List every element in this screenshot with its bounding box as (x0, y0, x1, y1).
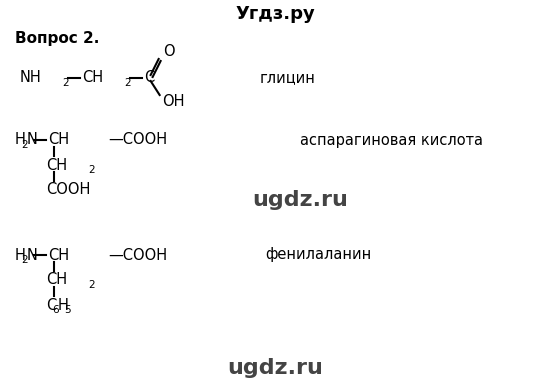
Text: глицин: глицин (260, 71, 316, 85)
Text: O: O (163, 45, 174, 59)
Text: Вопрос 2.: Вопрос 2. (15, 31, 100, 45)
Text: ugdz.ru: ugdz.ru (252, 190, 348, 210)
Text: аспарагиновая кислота: аспарагиновая кислота (300, 132, 483, 147)
Text: 2: 2 (124, 78, 131, 88)
Text: CH: CH (82, 71, 103, 85)
Text: ugdz.ru: ugdz.ru (227, 358, 323, 378)
Text: CH: CH (46, 158, 67, 173)
Text: N: N (26, 132, 37, 147)
Text: NH: NH (20, 71, 42, 85)
Text: 6: 6 (52, 305, 59, 315)
Text: 2: 2 (88, 280, 95, 290)
Text: 2: 2 (62, 78, 69, 88)
Text: —COOH: —COOH (108, 132, 167, 147)
Text: CH: CH (46, 272, 67, 288)
Text: 2: 2 (88, 165, 95, 175)
Text: CH: CH (48, 248, 69, 263)
Text: CH: CH (48, 132, 69, 147)
Text: C: C (145, 71, 155, 85)
Text: H: H (57, 298, 68, 312)
Text: 2: 2 (21, 140, 28, 150)
Text: 2: 2 (21, 255, 28, 265)
Text: Угдз.ру: Угдз.ру (235, 5, 315, 23)
Text: фенилаланин: фенилаланин (265, 248, 371, 263)
Text: OH: OH (162, 94, 184, 109)
Text: COOH: COOH (46, 182, 90, 197)
Text: H: H (15, 248, 26, 263)
Text: —COOH: —COOH (108, 248, 167, 263)
Text: N: N (26, 248, 37, 263)
Text: 5: 5 (64, 305, 70, 315)
Text: H: H (15, 132, 26, 147)
Text: C: C (46, 298, 56, 312)
